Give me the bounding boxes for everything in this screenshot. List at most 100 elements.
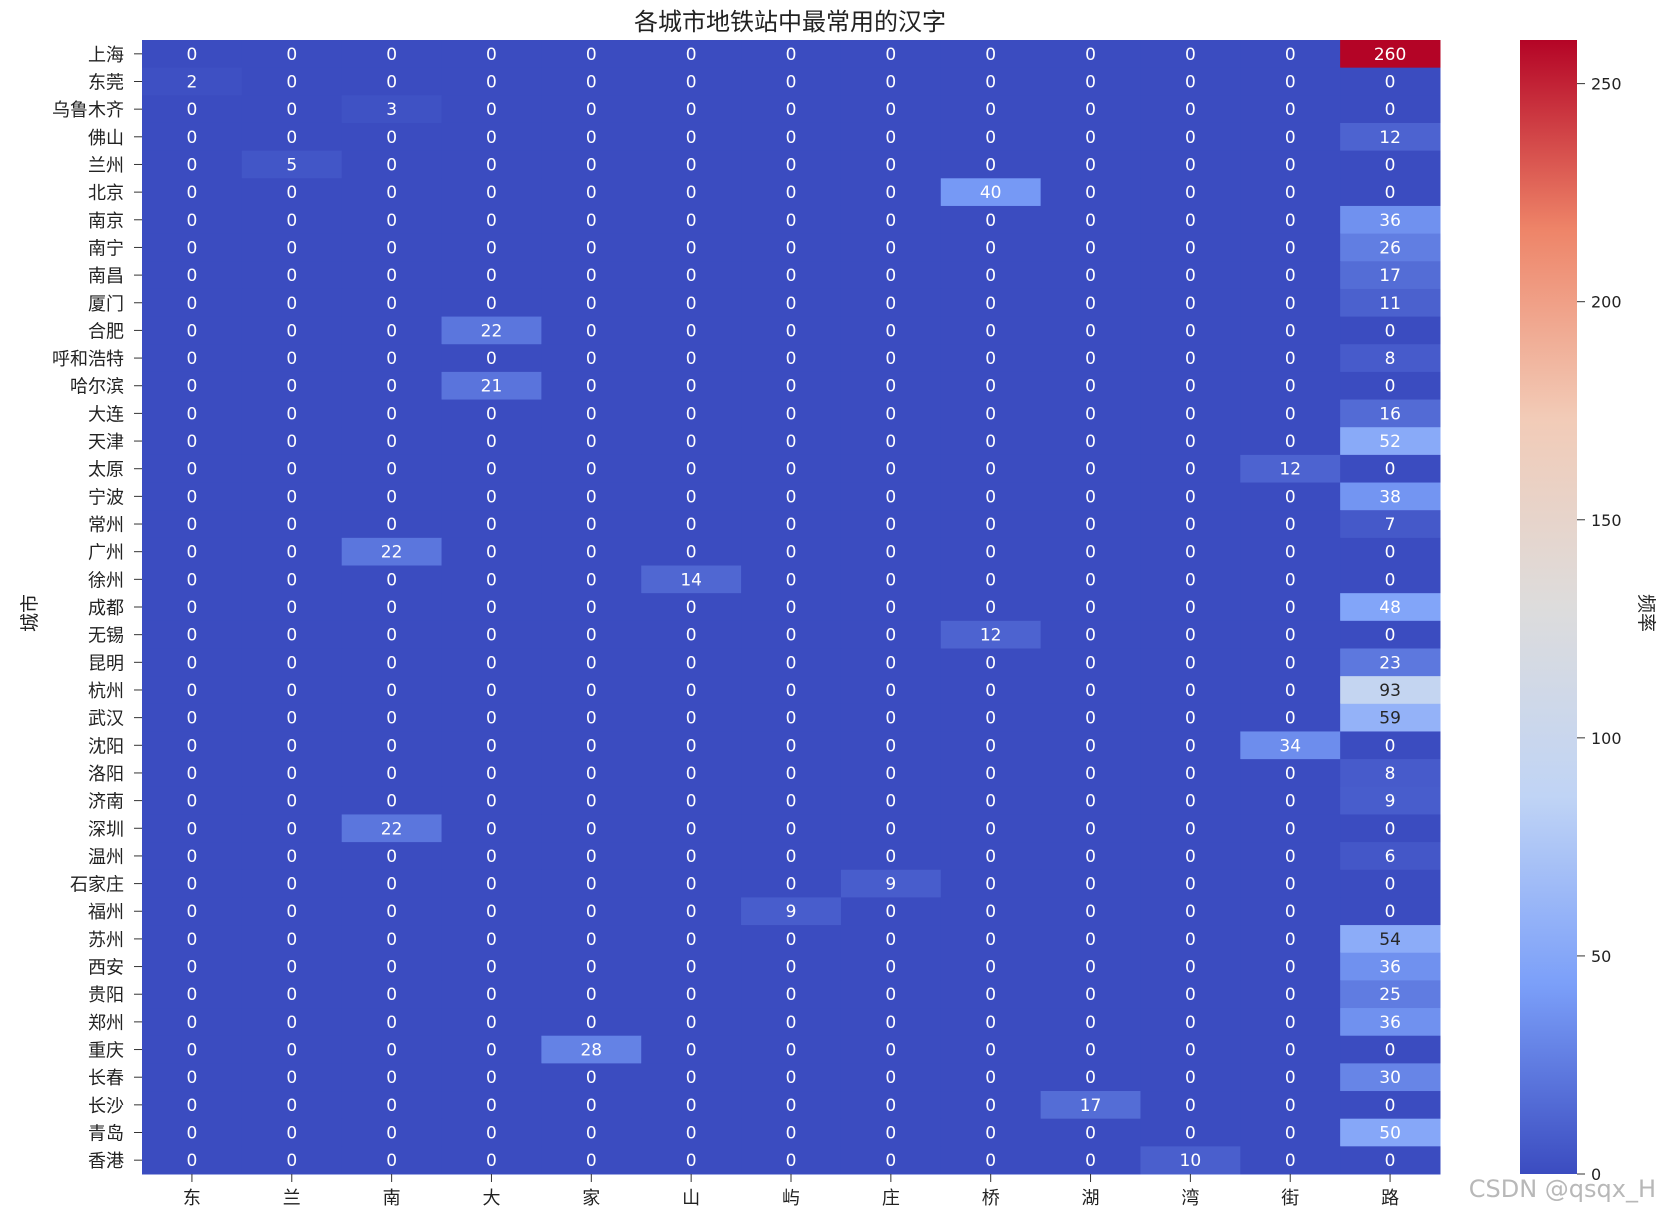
cell-value-label: 0 (386, 432, 397, 452)
cell-value-label: 0 (386, 72, 397, 92)
heatmap-cell (940, 288, 1042, 318)
cell-value-label: 0 (1285, 902, 1296, 922)
heatmap-cell (441, 842, 542, 871)
cell-value-label: 26 (1379, 238, 1401, 258)
cell-value-label: 0 (1185, 294, 1196, 314)
cell-value-label: 2 (187, 72, 198, 92)
heatmap-cell (1240, 869, 1341, 898)
heatmap-cell (1340, 620, 1441, 649)
heatmap-cell (541, 648, 642, 677)
heatmap-cell (641, 897, 742, 926)
heatmap-cell (142, 731, 243, 760)
heatmap-cell (641, 786, 742, 815)
cell-value-label: 36 (1379, 958, 1401, 978)
heatmap-cell (741, 814, 842, 843)
heatmap-cell (241, 178, 343, 207)
heatmap-cell (541, 40, 642, 69)
heatmap-cell (741, 510, 842, 539)
cell-value-label: 0 (1185, 709, 1196, 729)
cell-value-label: 0 (885, 349, 896, 369)
heatmap-cell (741, 1146, 842, 1175)
cell-value-label: 0 (386, 1041, 397, 1061)
heatmap-cell (741, 95, 842, 124)
cell-value-label: 0 (386, 985, 397, 1005)
heatmap-cell (1040, 122, 1141, 152)
cell-value-label: 0 (985, 1013, 996, 1033)
heatmap-cell (1140, 731, 1241, 760)
heatmap-cell (142, 565, 243, 594)
heatmap-cell (441, 40, 542, 69)
cell-value-label: 0 (286, 404, 297, 424)
heatmap-cell (241, 1091, 343, 1120)
cell-value-label: 11 (1379, 294, 1401, 314)
cell-value-label: 52 (1379, 432, 1401, 452)
heatmap-cell (142, 703, 243, 732)
cell-value-label: 0 (586, 404, 597, 424)
cell-value-label: 0 (885, 543, 896, 563)
cell-value-label: 0 (1085, 792, 1096, 812)
heatmap-cell (541, 288, 642, 318)
colorbar-tick-label: 150 (1591, 511, 1622, 530)
cell-value-label: 0 (1285, 985, 1296, 1005)
heatmap-cell (1340, 980, 1441, 1009)
y-tick-label: 天津 (88, 432, 124, 453)
heatmap-cell (341, 67, 443, 96)
heatmap-cell (1040, 703, 1141, 732)
heatmap-cell (441, 178, 542, 207)
cell-value-label: 0 (686, 294, 697, 314)
heatmap-cell (142, 869, 243, 898)
heatmap-cell (142, 759, 243, 788)
heatmap-cell (1240, 1063, 1341, 1092)
heatmap-cell (641, 869, 742, 898)
heatmap-cell (1340, 95, 1441, 124)
heatmap-cell (241, 952, 343, 981)
cell-value-label: 0 (486, 985, 497, 1005)
cell-value-label: 0 (786, 709, 797, 729)
heatmap-cell (142, 482, 243, 511)
cell-value-label: 0 (786, 792, 797, 812)
heatmap-cell (741, 731, 842, 760)
heatmap-cell (142, 1063, 243, 1092)
cell-value-label: 0 (786, 1041, 797, 1061)
cell-value-label: 0 (786, 128, 797, 148)
heatmap-cell (241, 399, 343, 428)
heatmap-cell (940, 427, 1042, 456)
cell-value-label: 0 (286, 1151, 297, 1171)
cell-value-label: 0 (486, 128, 497, 148)
cell-value-label: 0 (286, 487, 297, 507)
heatmap-cell (641, 759, 742, 788)
heatmap-cell (241, 482, 343, 511)
cell-value-label: 0 (985, 1124, 996, 1144)
cell-value-label: 9 (885, 875, 896, 895)
y-tick-label: 沈阳 (88, 736, 124, 757)
heatmap-cell (541, 67, 642, 96)
heatmap-cell (1040, 1146, 1141, 1175)
cell-value-label: 0 (1185, 543, 1196, 563)
heatmap-cell (840, 454, 942, 484)
cell-value-label: 0 (686, 238, 697, 258)
cell-value-label: 8 (1385, 349, 1396, 369)
heatmap-cell (341, 676, 443, 705)
heatmap-cell (741, 233, 842, 262)
heatmap-cell (541, 150, 642, 179)
heatmap-cell (940, 95, 1042, 124)
heatmap-cell (940, 454, 1042, 484)
heatmap-cell (840, 925, 942, 954)
heatmap-cell (441, 703, 542, 732)
heatmap-cell (1140, 1063, 1241, 1092)
cell-value-label: 0 (1285, 377, 1296, 397)
heatmap-cell (1040, 537, 1141, 567)
heatmap-cell (341, 1063, 443, 1092)
cell-value-label: 0 (187, 570, 198, 590)
heatmap-cell (1340, 122, 1441, 152)
cell-value-label: 0 (586, 902, 597, 922)
cell-value-label: 0 (286, 792, 297, 812)
cell-value-label: 0 (187, 1124, 198, 1144)
cell-value-label: 0 (187, 100, 198, 120)
heatmap-cell (441, 427, 542, 456)
cell-value-label: 0 (187, 736, 198, 756)
cell-value-label: 0 (1185, 460, 1196, 480)
heatmap-cell (741, 759, 842, 788)
cell-value-label: 0 (586, 764, 597, 784)
cell-value-label: 0 (1185, 792, 1196, 812)
